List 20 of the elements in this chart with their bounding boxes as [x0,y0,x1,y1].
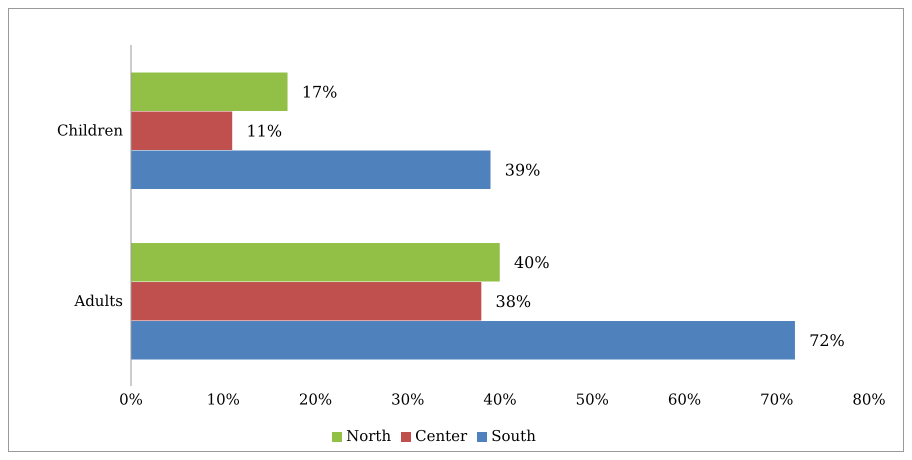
data-label: 17% [302,82,338,102]
x-tick-label: 10% [206,390,240,409]
x-tick-label: 0% [119,390,143,409]
x-tick-label: 40% [483,390,517,409]
x-tick-label: 20% [298,390,332,409]
x-tick-label: 30% [391,390,424,409]
x-tick-label: 70% [760,390,794,409]
y-tick-label: Children [56,122,124,140]
data-label: 11% [246,121,282,140]
x-tick-label: 80% [852,390,886,409]
data-label: 38% [496,292,532,311]
data-label: 39% [504,160,540,180]
x-tick-label: 60% [668,390,702,409]
data-label: 72% [809,330,845,350]
legend-label: Center [415,427,468,445]
legend-label: North [346,427,392,445]
x-tick-label: 50% [576,390,609,409]
data-label: 40% [514,252,550,272]
y-tick-label: Adults [73,292,123,310]
legend-label: South [491,427,536,445]
